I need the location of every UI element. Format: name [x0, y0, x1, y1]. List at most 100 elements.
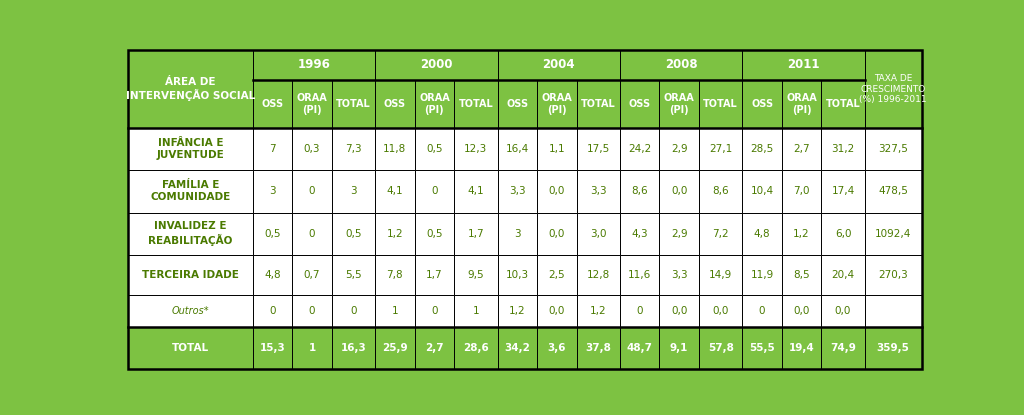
- Bar: [782, 212, 821, 254]
- Bar: [577, 254, 620, 295]
- Bar: [292, 212, 332, 254]
- Bar: [699, 254, 742, 295]
- Bar: [821, 327, 864, 369]
- Bar: [128, 50, 253, 128]
- Text: 4,8: 4,8: [264, 269, 281, 280]
- Bar: [620, 128, 659, 171]
- Bar: [128, 254, 253, 295]
- Text: 48,7: 48,7: [627, 343, 652, 353]
- Bar: [659, 80, 699, 128]
- Bar: [498, 50, 620, 80]
- Text: 4,3: 4,3: [632, 229, 648, 239]
- Bar: [699, 327, 742, 369]
- Bar: [620, 50, 742, 80]
- Bar: [782, 295, 821, 327]
- Bar: [292, 128, 332, 171]
- Bar: [821, 171, 864, 212]
- Bar: [332, 295, 375, 327]
- Text: FAMÍLIA E
COMUNIDADE: FAMÍLIA E COMUNIDADE: [151, 181, 230, 203]
- Text: 0,0: 0,0: [835, 306, 851, 316]
- Text: ORAA
(PI): ORAA (PI): [297, 93, 328, 115]
- Bar: [332, 80, 375, 128]
- Text: 0,0: 0,0: [549, 186, 565, 196]
- Text: 2,7: 2,7: [425, 343, 443, 353]
- Bar: [498, 212, 537, 254]
- Bar: [292, 295, 332, 327]
- Text: 14,9: 14,9: [709, 269, 732, 280]
- Bar: [332, 212, 375, 254]
- Text: 0: 0: [269, 306, 275, 316]
- Text: 19,4: 19,4: [788, 343, 814, 353]
- Text: 0: 0: [759, 306, 765, 316]
- Bar: [454, 327, 498, 369]
- Bar: [537, 171, 577, 212]
- Text: TAXA DE
CRESCIMENTO
(%) 1996-2011: TAXA DE CRESCIMENTO (%) 1996-2011: [859, 74, 927, 104]
- Text: 20,4: 20,4: [831, 269, 855, 280]
- Text: 7,0: 7,0: [794, 186, 810, 196]
- Bar: [253, 80, 292, 128]
- Bar: [375, 50, 498, 80]
- Text: 2004: 2004: [543, 59, 575, 71]
- Bar: [699, 128, 742, 171]
- Text: 0,5: 0,5: [264, 229, 281, 239]
- Text: 74,9: 74,9: [830, 343, 856, 353]
- Bar: [864, 254, 922, 295]
- Text: OSS: OSS: [384, 99, 406, 109]
- Text: 0,0: 0,0: [671, 306, 687, 316]
- Text: 2008: 2008: [665, 59, 697, 71]
- Bar: [821, 254, 864, 295]
- Text: 16,4: 16,4: [506, 144, 529, 154]
- Bar: [537, 128, 577, 171]
- Bar: [498, 254, 537, 295]
- Text: ORAA
(PI): ORAA (PI): [419, 93, 450, 115]
- Bar: [537, 254, 577, 295]
- Bar: [415, 254, 454, 295]
- Bar: [498, 171, 537, 212]
- Text: 0,7: 0,7: [304, 269, 321, 280]
- Text: 1: 1: [308, 343, 315, 353]
- Bar: [128, 128, 253, 171]
- Bar: [128, 171, 253, 212]
- Text: 0: 0: [431, 186, 437, 196]
- Bar: [620, 80, 659, 128]
- Text: 0: 0: [309, 229, 315, 239]
- Bar: [620, 171, 659, 212]
- Text: ORAA
(PI): ORAA (PI): [786, 93, 817, 115]
- Bar: [864, 295, 922, 327]
- Bar: [128, 295, 253, 327]
- Bar: [742, 171, 782, 212]
- Text: 0: 0: [637, 306, 643, 316]
- Text: 1,1: 1,1: [549, 144, 565, 154]
- Text: 4,1: 4,1: [387, 186, 403, 196]
- Text: 3,3: 3,3: [671, 269, 687, 280]
- Text: 8,5: 8,5: [794, 269, 810, 280]
- Text: 2,9: 2,9: [671, 229, 687, 239]
- Bar: [864, 128, 922, 171]
- Bar: [537, 212, 577, 254]
- Bar: [699, 80, 742, 128]
- Bar: [659, 327, 699, 369]
- Bar: [332, 327, 375, 369]
- Text: 28,6: 28,6: [463, 343, 488, 353]
- Bar: [415, 295, 454, 327]
- Bar: [742, 295, 782, 327]
- Text: 11,8: 11,8: [383, 144, 407, 154]
- Bar: [821, 295, 864, 327]
- Bar: [659, 295, 699, 327]
- Text: 28,5: 28,5: [751, 144, 774, 154]
- Text: 1: 1: [472, 306, 479, 316]
- Bar: [253, 327, 292, 369]
- Text: ORAA
(PI): ORAA (PI): [542, 93, 572, 115]
- Text: 3: 3: [269, 186, 275, 196]
- Bar: [620, 327, 659, 369]
- Bar: [821, 128, 864, 171]
- Bar: [253, 295, 292, 327]
- Text: OSS: OSS: [506, 99, 528, 109]
- Text: TOTAL: TOTAL: [172, 343, 209, 353]
- Bar: [620, 212, 659, 254]
- Text: 10,3: 10,3: [506, 269, 528, 280]
- Bar: [332, 171, 375, 212]
- Text: 24,2: 24,2: [628, 144, 651, 154]
- Text: 327,5: 327,5: [879, 144, 908, 154]
- Bar: [332, 128, 375, 171]
